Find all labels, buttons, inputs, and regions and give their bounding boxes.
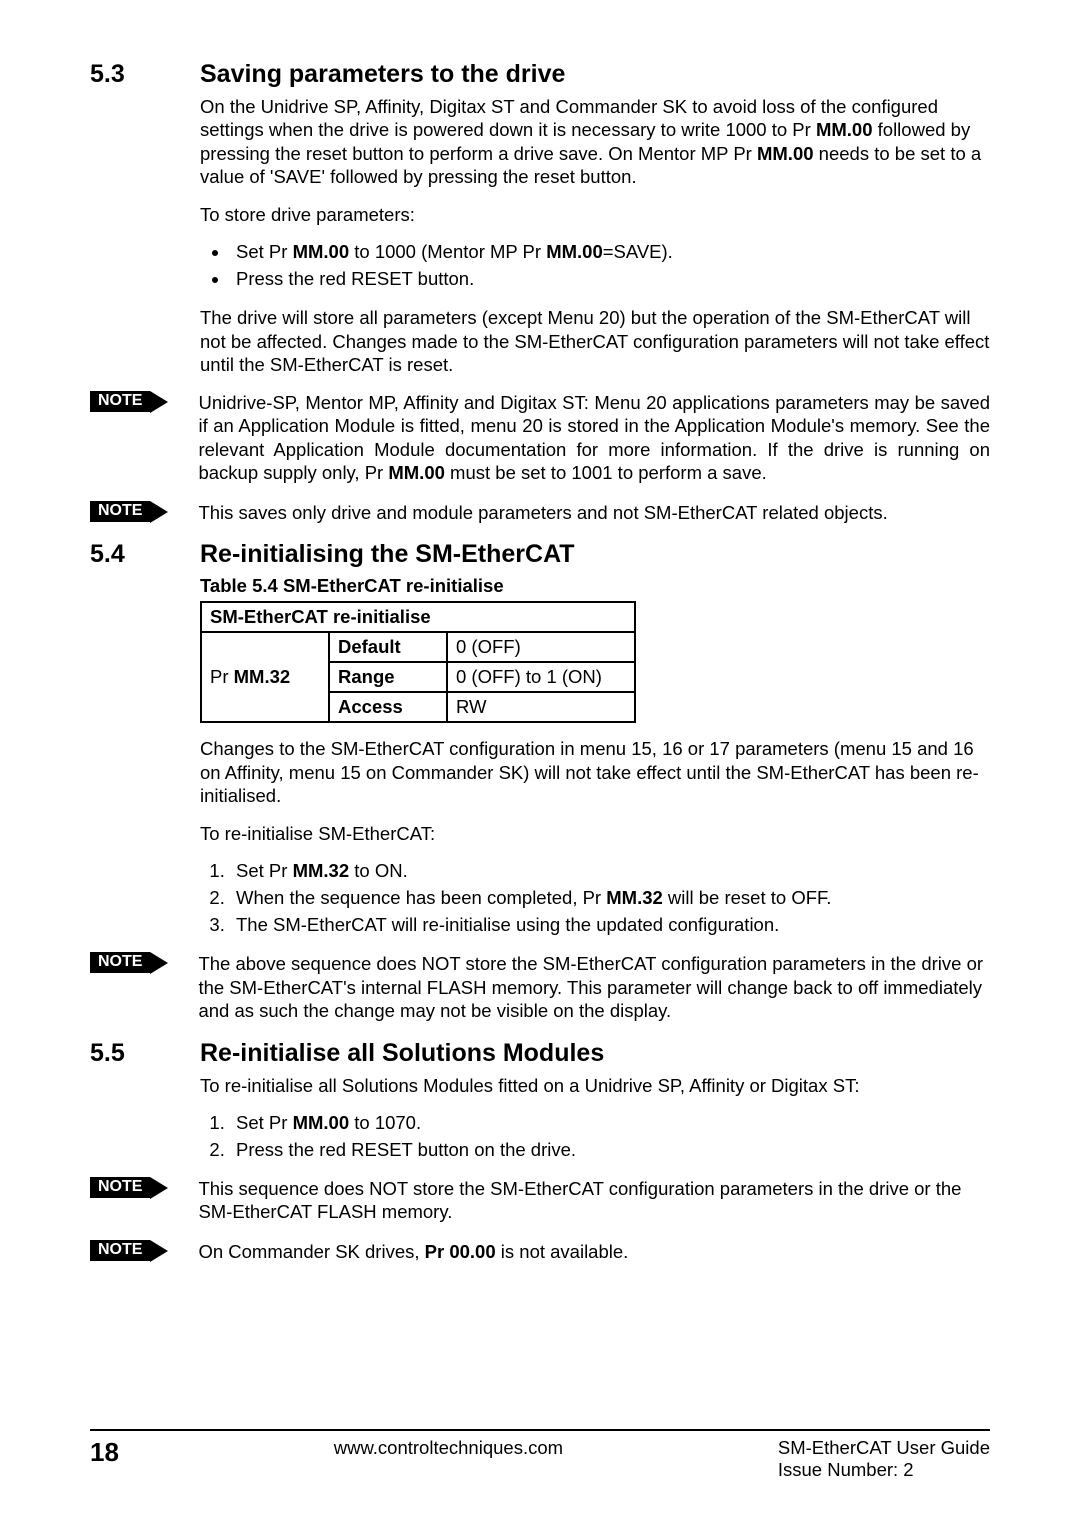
- footer-url: www.controltechniques.com: [334, 1437, 563, 1459]
- note-badge: NOTE: [90, 501, 150, 522]
- note-block: NOTE This sequence does NOT store the SM…: [90, 1177, 990, 1224]
- list-item: Set Pr MM.00 to 1000 (Mentor MP Pr MM.00…: [230, 240, 990, 265]
- note-text: This saves only drive and module paramet…: [198, 501, 990, 524]
- list-item: The SM-EtherCAT will re-initialise using…: [230, 913, 990, 938]
- list-item: Press the red RESET button.: [230, 267, 990, 292]
- footer-issue: Issue Number: 2: [778, 1459, 990, 1481]
- note-block: NOTE This saves only drive and module pa…: [90, 501, 990, 524]
- note-badge: NOTE: [90, 1240, 150, 1261]
- heading-5-5-title: Re-initialise all Solutions Modules: [200, 1039, 604, 1068]
- note-text: This sequence does NOT store the SM-Ethe…: [198, 1177, 990, 1224]
- s53-after: The drive will store all parameters (exc…: [200, 306, 990, 376]
- heading-5-5-num: 5.5: [90, 1039, 200, 1068]
- table-row: SM-EtherCAT re-initialise: [201, 602, 635, 632]
- heading-5-4-num: 5.4: [90, 540, 200, 569]
- s55-steps: Set Pr MM.00 to 1070. Press the red RESE…: [90, 1111, 990, 1163]
- s53-intro: On the Unidrive SP, Affinity, Digitax ST…: [200, 95, 990, 189]
- heading-5-4-title: Re-initialising the SM-EtherCAT: [200, 540, 575, 569]
- s55-intro: To re-initialise all Solutions Modules f…: [200, 1074, 990, 1097]
- note-badge: NOTE: [90, 952, 150, 973]
- list-item: Set Pr MM.00 to 1070.: [230, 1111, 990, 1136]
- table-cell-param: Pr MM.32: [201, 632, 329, 722]
- table-cell-value: RW: [447, 692, 635, 722]
- table-header: SM-EtherCAT re-initialise: [201, 602, 635, 632]
- table-cell-value: 0 (OFF): [447, 632, 635, 662]
- s53-bullets: Set Pr MM.00 to 1000 (Mentor MP Pr MM.00…: [90, 240, 990, 292]
- heading-5-3-title: Saving parameters to the drive: [200, 60, 565, 89]
- table-cell-value: 0 (OFF) to 1 (ON): [447, 662, 635, 692]
- page-number: 18: [90, 1437, 119, 1468]
- s54-steps: Set Pr MM.32 to ON. When the sequence ha…: [90, 859, 990, 938]
- table-cell-label: Access: [329, 692, 447, 722]
- note-badge: NOTE: [90, 1177, 150, 1198]
- page-footer: 18 www.controltechniques.com SM-EtherCAT…: [90, 1429, 990, 1481]
- footer-divider: [90, 1429, 990, 1431]
- note-badge: NOTE: [90, 391, 150, 412]
- heading-5-3-num: 5.3: [90, 60, 200, 89]
- heading-5-5: 5.5 Re-initialise all Solutions Modules: [90, 1039, 990, 1068]
- table-cell-label: Range: [329, 662, 447, 692]
- s54-changes: Changes to the SM-EtherCAT configuration…: [200, 737, 990, 807]
- footer-row: 18 www.controltechniques.com SM-EtherCAT…: [90, 1437, 990, 1481]
- table-row: Pr MM.32 Default 0 (OFF): [201, 632, 635, 662]
- note-block: NOTE Unidrive-SP, Mentor MP, Affinity an…: [90, 391, 990, 485]
- table-caption: Table 5.4 SM-EtherCAT re-initialise: [200, 575, 990, 597]
- page: 5.3 Saving parameters to the drive On th…: [0, 0, 1080, 1529]
- note-text: On Commander SK drives, Pr 00.00 is not …: [198, 1240, 990, 1263]
- heading-5-3: 5.3 Saving parameters to the drive: [90, 60, 990, 89]
- param-table: SM-EtherCAT re-initialise Pr MM.32 Defau…: [200, 601, 636, 723]
- list-item: Set Pr MM.32 to ON.: [230, 859, 990, 884]
- footer-guide: SM-EtherCAT User Guide: [778, 1437, 990, 1459]
- heading-5-4: 5.4 Re-initialising the SM-EtherCAT: [90, 540, 990, 569]
- note-text: Unidrive-SP, Mentor MP, Affinity and Dig…: [198, 391, 990, 485]
- s54-reinit-intro: To re-initialise SM-EtherCAT:: [200, 822, 990, 845]
- list-item: When the sequence has been completed, Pr…: [230, 886, 990, 911]
- table-cell-label: Default: [329, 632, 447, 662]
- s53-store-intro: To store drive parameters:: [200, 203, 990, 226]
- footer-right: SM-EtherCAT User Guide Issue Number: 2: [778, 1437, 990, 1481]
- note-block: NOTE The above sequence does NOT store t…: [90, 952, 990, 1022]
- note-text: The above sequence does NOT store the SM…: [198, 952, 990, 1022]
- list-item: Press the red RESET button on the drive.: [230, 1138, 990, 1163]
- note-block: NOTE On Commander SK drives, Pr 00.00 is…: [90, 1240, 990, 1263]
